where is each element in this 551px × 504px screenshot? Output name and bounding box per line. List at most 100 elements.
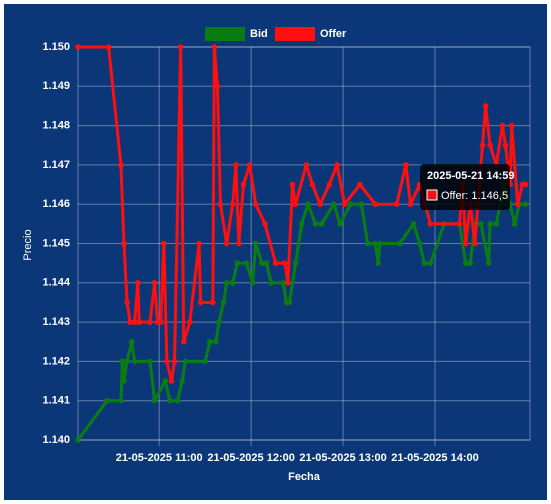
data-point	[214, 83, 221, 90]
data-point	[403, 162, 409, 168]
y-tick-label: 1.141	[42, 395, 70, 407]
tooltip-label: Offer: 1.146,5	[441, 190, 508, 202]
data-point	[147, 358, 153, 365]
data-point	[358, 201, 365, 207]
data-point	[136, 319, 143, 325]
data-point	[462, 260, 469, 266]
data-point	[337, 221, 343, 227]
data-point	[514, 201, 521, 207]
data-point	[196, 240, 202, 247]
data-point	[427, 221, 434, 227]
data-point	[177, 44, 184, 50]
data-point	[119, 358, 126, 365]
data-point	[393, 201, 400, 207]
data-point	[421, 260, 428, 266]
data-point	[375, 260, 382, 266]
data-point	[478, 221, 484, 227]
data-point	[462, 240, 469, 247]
data-point	[223, 280, 230, 286]
data-point	[305, 201, 311, 207]
y-axis-label: Precio	[22, 229, 34, 260]
data-point	[240, 181, 247, 188]
data-point	[249, 280, 256, 286]
data-point	[223, 240, 230, 247]
y-tick-label: 1.142	[42, 355, 70, 367]
data-point	[202, 358, 208, 365]
data-point	[286, 299, 293, 306]
data-point	[131, 358, 138, 365]
data-point	[303, 162, 310, 168]
data-point	[134, 280, 141, 286]
data-point	[213, 338, 219, 345]
data-point	[124, 299, 130, 306]
data-point	[197, 299, 204, 306]
data-point	[211, 44, 218, 50]
x-axis-label: Fecha	[288, 471, 321, 483]
y-tick-label: 1.143	[42, 316, 70, 328]
data-point	[372, 201, 379, 207]
data-point	[372, 240, 379, 247]
y-tick-label: 1.140	[42, 434, 70, 446]
tooltip-swatch	[426, 189, 438, 201]
data-point	[105, 44, 112, 50]
data-point	[522, 181, 529, 188]
x-tick-label: 21-05-2025 14:00	[391, 452, 478, 464]
data-point	[377, 240, 383, 247]
data-point	[259, 260, 265, 266]
tooltip-title: 2025-05-21 14:59	[427, 170, 514, 182]
data-point	[347, 201, 354, 207]
data-point	[309, 181, 316, 188]
y-tick-label: 1.148	[42, 120, 70, 132]
data-point	[499, 122, 506, 129]
y-tick-label: 1.149	[42, 80, 70, 92]
data-point	[317, 201, 323, 207]
y-tick-label: 1.145	[42, 237, 70, 249]
data-point	[268, 280, 274, 286]
data-point	[334, 162, 340, 168]
data-point	[292, 260, 299, 266]
data-point	[220, 299, 227, 306]
data-point	[493, 221, 500, 227]
data-point	[104, 397, 110, 404]
legend-label: Bid	[250, 28, 268, 40]
y-tick-label: 1.144	[42, 277, 70, 289]
tooltip-box	[420, 164, 510, 210]
data-point	[292, 201, 299, 207]
tooltip: 2025-05-21 14:59 Offer: 1.146,5	[420, 164, 514, 210]
data-point	[482, 103, 489, 109]
legend-swatch	[275, 27, 315, 41]
data-point	[168, 378, 175, 384]
data-point	[341, 201, 348, 207]
data-point	[127, 319, 133, 325]
data-point	[187, 319, 193, 325]
y-tick-label: 1.146	[42, 198, 70, 210]
data-point	[364, 240, 371, 247]
data-point	[472, 240, 478, 247]
data-point	[272, 260, 279, 266]
data-point	[511, 221, 518, 227]
data-point	[410, 221, 417, 227]
data-point	[252, 240, 259, 247]
data-point	[182, 358, 189, 365]
data-point	[217, 201, 224, 207]
data-point	[282, 260, 288, 266]
chart-background	[4, 4, 547, 500]
data-point	[289, 181, 296, 188]
data-point	[508, 122, 515, 129]
plot-border	[77, 46, 531, 441]
data-point	[427, 260, 434, 266]
data-point	[298, 221, 305, 227]
data-point	[229, 280, 236, 286]
data-point	[326, 181, 333, 188]
data-point	[246, 162, 253, 168]
legend-label: Offer	[320, 28, 347, 40]
data-point	[75, 437, 81, 443]
data-point	[75, 44, 81, 50]
data-point	[285, 280, 291, 286]
data-point	[229, 201, 236, 207]
data-point	[467, 260, 474, 266]
data-point	[312, 221, 319, 227]
data-point	[118, 397, 124, 404]
